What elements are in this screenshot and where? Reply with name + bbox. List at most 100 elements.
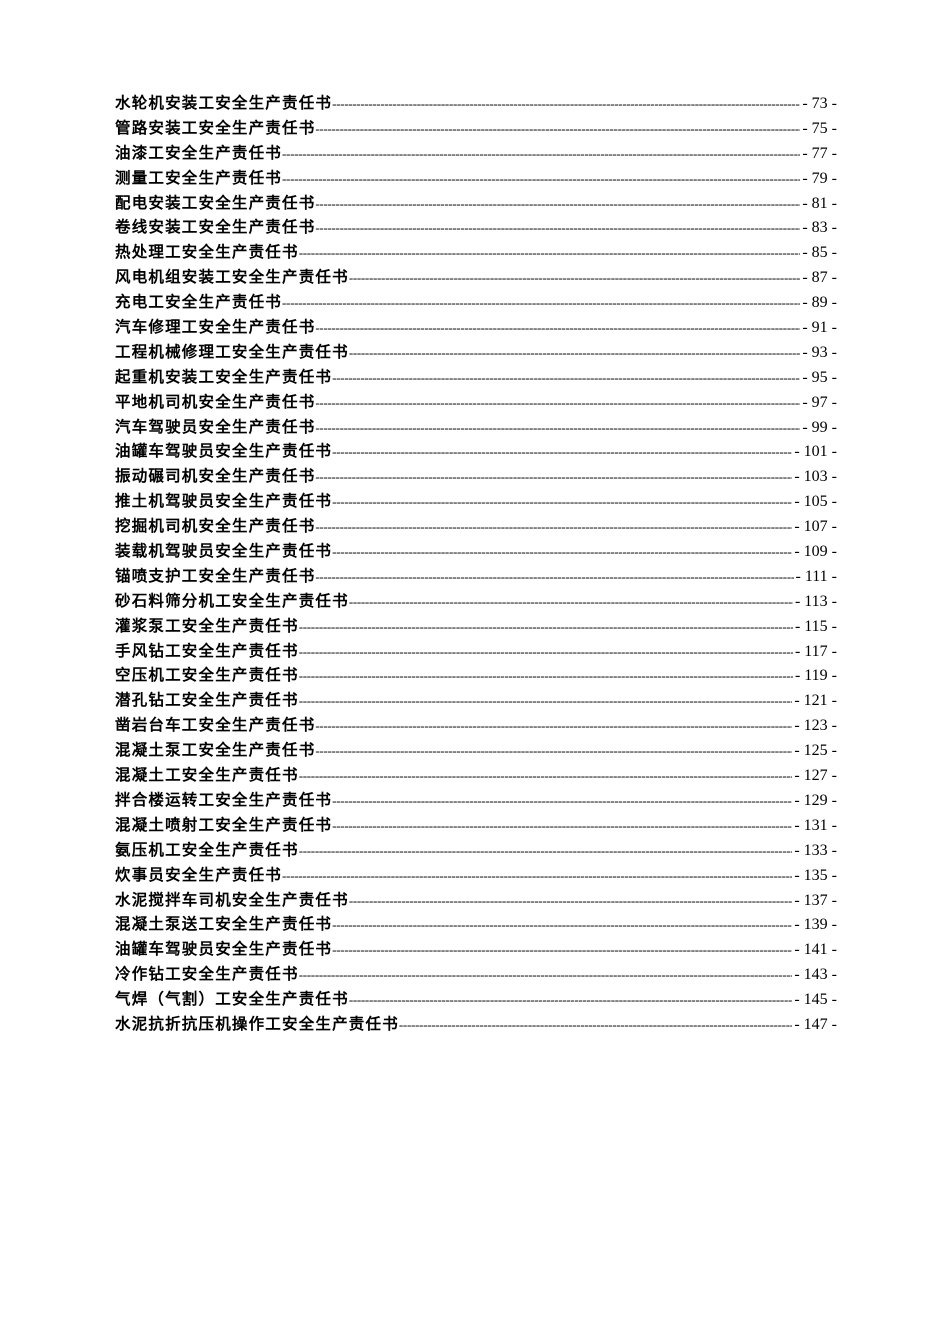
toc-entry[interactable]: 氨压机工安全生产责任书 -----------------------------… bbox=[115, 838, 837, 863]
toc-leader-dashes: ----------------------------------------… bbox=[315, 519, 792, 535]
toc-entry-page: - 109 - bbox=[794, 543, 837, 561]
toc-entry[interactable]: 混凝土喷射工安全生产责任书 ---------------------------… bbox=[115, 813, 837, 838]
toc-entry-title: 汽车修理工安全生产责任书 bbox=[115, 317, 316, 337]
toc-entry[interactable]: 混凝土泵送工安全生产责任书 ---------------------------… bbox=[115, 912, 837, 937]
toc-entry-page: - 97 - bbox=[802, 393, 837, 411]
toc-entry[interactable]: 起重机安装工安全生产责任书 ---------------------------… bbox=[115, 365, 837, 390]
toc-entry[interactable]: 气焊（气割）工安全生产责任书 --------------------------… bbox=[115, 987, 837, 1012]
toc-entry[interactable]: 配电安装工安全生产责任书 ----------------------------… bbox=[115, 191, 837, 216]
toc-entry-title: 氨压机工安全生产责任书 bbox=[115, 839, 299, 859]
toc-entry[interactable]: 工程机械修理工安全生产责任书 --------------------------… bbox=[115, 340, 837, 365]
toc-entry-page: - 117 - bbox=[794, 642, 837, 660]
toc-leader-dashes: ----------------------------------------… bbox=[282, 170, 800, 186]
toc-leader-dashes: ----------------------------------------… bbox=[348, 992, 793, 1008]
toc-entry[interactable]: 挖掘机司机安全生产责任书 ----------------------------… bbox=[115, 514, 837, 539]
toc-entry-page: - 85 - bbox=[802, 244, 837, 262]
toc-entry-title: 风电机组安装工安全生产责任书 bbox=[115, 267, 349, 287]
toc-leader-dashes: ----------------------------------------… bbox=[315, 220, 800, 236]
toc-entry[interactable]: 风电机组安装工安全生产责任书 --------------------------… bbox=[115, 265, 837, 290]
toc-entry[interactable]: 充电工安全生产责任书 ------------------------------… bbox=[115, 290, 837, 315]
toc-leader-dashes: ----------------------------------------… bbox=[315, 469, 792, 485]
toc-entry-title: 工程机械修理工安全生产责任书 bbox=[115, 341, 349, 361]
toc-entry[interactable]: 凿岩台车工安全生产责任书 ----------------------------… bbox=[115, 713, 837, 738]
toc-entry-page: - 139 - bbox=[794, 916, 837, 934]
toc-entry[interactable]: 装载机驾驶员安全生产责任书 ---------------------------… bbox=[115, 539, 837, 564]
toc-entry-page: - 75 - bbox=[802, 119, 837, 137]
toc-entry[interactable]: 汽车驾驶员安全生产责任书 ----------------------------… bbox=[115, 415, 837, 440]
toc-leader-dashes: ----------------------------------------… bbox=[348, 593, 793, 609]
toc-entry[interactable]: 炊事员安全生产责任书 ------------------------------… bbox=[115, 863, 837, 888]
toc-leader-dashes: ----------------------------------------… bbox=[315, 419, 800, 435]
toc-entry-title: 空压机工安全生产责任书 bbox=[115, 665, 299, 685]
toc-entry-page: - 119 - bbox=[794, 667, 837, 685]
toc-entry-title: 配电安装工安全生产责任书 bbox=[115, 192, 316, 212]
toc-entry[interactable]: 空压机工安全生产责任书 -----------------------------… bbox=[115, 663, 837, 688]
toc-leader-dashes: ----------------------------------------… bbox=[348, 270, 801, 286]
toc-entry-page: - 89 - bbox=[802, 294, 837, 312]
toc-entry-page: - 105 - bbox=[794, 493, 837, 511]
toc-entry-page: - 137 - bbox=[794, 891, 837, 909]
toc-entry-page: - 81 - bbox=[802, 194, 837, 212]
toc-entry-page: - 131 - bbox=[794, 816, 837, 834]
toc-entry[interactable]: 水泥抗折抗压机操作工安全生产责任书 -----------------------… bbox=[115, 1012, 837, 1037]
toc-leader-dashes: ----------------------------------------… bbox=[332, 369, 800, 385]
toc-leader-dashes: ----------------------------------------… bbox=[332, 444, 792, 460]
toc-entry-title: 砂石料筛分机工安全生产责任书 bbox=[115, 590, 349, 610]
toc-entry-title: 水泥搅拌车司机安全生产责任书 bbox=[115, 889, 349, 909]
toc-leader-dashes: ----------------------------------------… bbox=[332, 792, 792, 808]
toc-entry[interactable]: 水轮机安装工安全生产责任书 ---------------------------… bbox=[115, 91, 837, 116]
toc-entry-page: - 83 - bbox=[802, 219, 837, 237]
toc-leader-dashes: ----------------------------------------… bbox=[348, 344, 801, 360]
toc-entry-page: - 129 - bbox=[794, 791, 837, 809]
toc-entry-title: 起重机安装工安全生产责任书 bbox=[115, 366, 333, 386]
toc-entry-page: - 107 - bbox=[794, 518, 837, 536]
toc-entry-title: 推土机驾驶员安全生产责任书 bbox=[115, 491, 333, 511]
toc-leader-dashes: ----------------------------------------… bbox=[315, 568, 793, 584]
toc-entry[interactable]: 推土机驾驶员安全生产责任书 ---------------------------… bbox=[115, 489, 837, 514]
toc-entry[interactable]: 汽车修理工安全生产责任书 ----------------------------… bbox=[115, 315, 837, 340]
toc-entry[interactable]: 测量工安全生产责任书 ------------------------------… bbox=[115, 166, 837, 191]
toc-entry[interactable]: 手风钻工安全生产责任书 -----------------------------… bbox=[115, 639, 837, 664]
toc-entry-page: - 93 - bbox=[802, 343, 837, 361]
toc-entry-title: 炊事员安全生产责任书 bbox=[115, 864, 283, 884]
toc-entry[interactable]: 潜孔钻工安全生产责任书 -----------------------------… bbox=[115, 688, 837, 713]
toc-entry[interactable]: 管路安装工安全生产责任书 ----------------------------… bbox=[115, 116, 837, 141]
toc-entry[interactable]: 油罐车驾驶员安全生产责任书 ---------------------------… bbox=[115, 439, 837, 464]
toc-entry[interactable]: 油罐车驾驶员安全生产责任书 ---------------------------… bbox=[115, 937, 837, 962]
toc-leader-dashes: ----------------------------------------… bbox=[315, 743, 792, 759]
toc-entry-title: 热处理工安全生产责任书 bbox=[115, 242, 299, 262]
toc-entry-title: 锚喷支护工安全生产责任书 bbox=[115, 565, 316, 585]
toc-entry-title: 油罐车驾驶员安全生产责任书 bbox=[115, 939, 333, 959]
toc-entry[interactable]: 锚喷支护工安全生产责任书 ----------------------------… bbox=[115, 564, 837, 589]
toc-entry-title: 卷线安装工安全生产责任书 bbox=[115, 217, 316, 237]
toc-entry-page: - 79 - bbox=[802, 169, 837, 187]
toc-leader-dashes: ----------------------------------------… bbox=[298, 768, 793, 784]
toc-entry-title: 凿岩台车工安全生产责任书 bbox=[115, 715, 316, 735]
toc-leader-dashes: ----------------------------------------… bbox=[298, 967, 793, 983]
toc-entry[interactable]: 灌浆泵工安全生产责任书 -----------------------------… bbox=[115, 614, 837, 639]
toc-entry-title: 手风钻工安全生产责任书 bbox=[115, 640, 299, 660]
toc-entry[interactable]: 热处理工安全生产责任书 -----------------------------… bbox=[115, 240, 837, 265]
toc-entry-page: - 87 - bbox=[802, 269, 837, 287]
toc-entry-page: - 91 - bbox=[802, 319, 837, 337]
toc-entry[interactable]: 油漆工安全生产责任书 ------------------------------… bbox=[115, 141, 837, 166]
toc-entry[interactable]: 拌合楼运转工安全生产责任书 ---------------------------… bbox=[115, 788, 837, 813]
toc-entry[interactable]: 冷作钻工安全生产责任书 -----------------------------… bbox=[115, 962, 837, 987]
toc-entry[interactable]: 卷线安装工安全生产责任书 ----------------------------… bbox=[115, 215, 837, 240]
toc-entry-page: - 147 - bbox=[794, 1015, 837, 1033]
toc-entry-page: - 127 - bbox=[794, 767, 837, 785]
toc-entry-title: 管路安装工安全生产责任书 bbox=[115, 117, 316, 137]
toc-entry-title: 振动碾司机安全生产责任书 bbox=[115, 466, 316, 486]
toc-entry[interactable]: 混凝土泵工安全生产责任书 ----------------------------… bbox=[115, 738, 837, 763]
toc-entry[interactable]: 振动碾司机安全生产责任书 ----------------------------… bbox=[115, 464, 837, 489]
toc-leader-dashes: ----------------------------------------… bbox=[282, 145, 800, 161]
table-of-contents: 水轮机安装工安全生产责任书 ---------------------------… bbox=[115, 91, 837, 1037]
toc-leader-dashes: ----------------------------------------… bbox=[332, 917, 792, 933]
toc-entry[interactable]: 水泥搅拌车司机安全生产责任书 --------------------------… bbox=[115, 888, 837, 913]
toc-leader-dashes: ----------------------------------------… bbox=[315, 195, 800, 211]
toc-entry[interactable]: 混凝土工安全生产责任书 -----------------------------… bbox=[115, 763, 837, 788]
toc-entry[interactable]: 砂石料筛分机工安全生产责任书 --------------------------… bbox=[115, 589, 837, 614]
toc-entry-page: - 115 - bbox=[794, 617, 837, 635]
toc-entry[interactable]: 平地机司机安全生产责任书 ----------------------------… bbox=[115, 390, 837, 415]
toc-leader-dashes: ----------------------------------------… bbox=[332, 942, 792, 958]
